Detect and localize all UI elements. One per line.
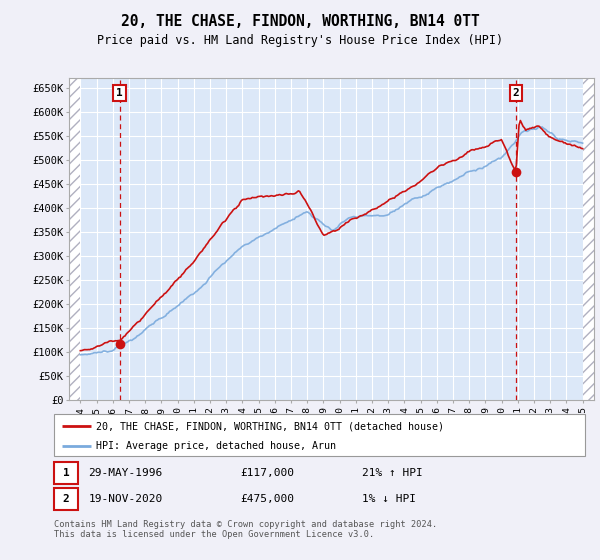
Text: 2: 2 [62,494,70,504]
Text: 21% ↑ HPI: 21% ↑ HPI [362,468,423,478]
FancyBboxPatch shape [54,462,78,484]
Text: £117,000: £117,000 [240,468,294,478]
Text: £475,000: £475,000 [240,494,294,504]
Text: Contains HM Land Registry data © Crown copyright and database right 2024.
This d: Contains HM Land Registry data © Crown c… [54,520,437,539]
FancyBboxPatch shape [54,488,78,510]
Text: Price paid vs. HM Land Registry's House Price Index (HPI): Price paid vs. HM Land Registry's House … [97,34,503,46]
Text: 1: 1 [62,468,70,478]
Text: 29-MAY-1996: 29-MAY-1996 [89,468,163,478]
Text: 1% ↓ HPI: 1% ↓ HPI [362,494,416,504]
Bar [69,78,80,400]
FancyBboxPatch shape [54,414,585,456]
Text: 1: 1 [116,88,123,98]
Text: 20, THE CHASE, FINDON, WORTHING, BN14 0TT (detached house): 20, THE CHASE, FINDON, WORTHING, BN14 0T… [97,421,445,431]
Text: 20, THE CHASE, FINDON, WORTHING, BN14 0TT: 20, THE CHASE, FINDON, WORTHING, BN14 0T… [121,14,479,29]
Text: 19-NOV-2020: 19-NOV-2020 [89,494,163,504]
Text: 2: 2 [512,88,519,98]
Text: HPI: Average price, detached house, Arun: HPI: Average price, detached house, Arun [97,441,337,451]
Bar [583,78,594,400]
